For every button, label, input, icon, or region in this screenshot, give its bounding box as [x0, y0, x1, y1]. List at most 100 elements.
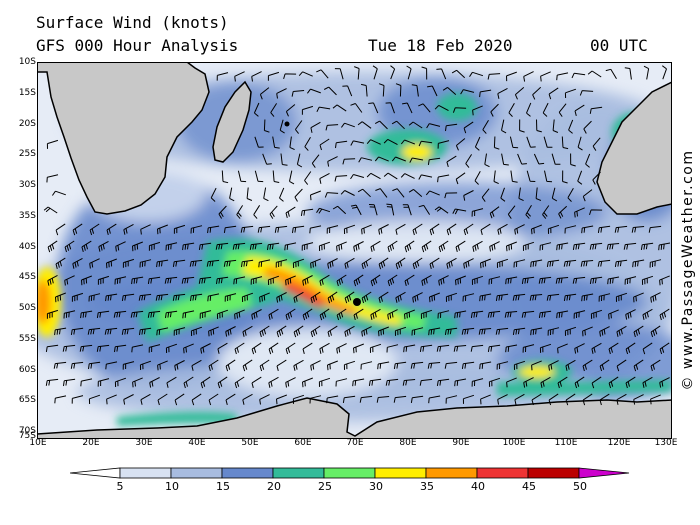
wind-barb [374, 156, 389, 162]
wind-barb [436, 378, 450, 386]
wind-barb [89, 223, 100, 236]
wind-barb [513, 259, 526, 268]
wind-barb [428, 327, 441, 336]
wind-barb [608, 342, 619, 355]
wind-barb [268, 308, 279, 320]
africa-landmass [37, 62, 210, 215]
wind-barb [344, 257, 355, 269]
wind-barb [71, 292, 84, 302]
wind-barb [242, 325, 253, 337]
wind-barb [507, 205, 516, 219]
wind-barb [403, 344, 416, 353]
wind-barb [434, 104, 449, 112]
wind-barb [402, 379, 416, 386]
chart-title: Surface Wind (knots) [36, 13, 229, 32]
wind-barb [571, 72, 586, 79]
credit-watermark: © www.PassageWeather.com [680, 149, 696, 391]
wind-barb [361, 224, 372, 235]
wind-barb [283, 73, 297, 80]
wind-barb [565, 393, 576, 406]
wind-barb [531, 224, 542, 235]
wind-barb [642, 376, 653, 388]
wind-barb [285, 104, 296, 117]
wind-barb [249, 242, 263, 250]
wind-barb [650, 325, 661, 338]
wind-barb [251, 376, 262, 389]
wind-barb [521, 276, 535, 284]
wind-barb [509, 136, 519, 149]
wind-barb [296, 153, 303, 168]
wind-barb [558, 103, 567, 117]
wind-barb [62, 344, 76, 352]
wind-barb [512, 327, 526, 335]
wind-barb [45, 378, 59, 386]
wind-barb [383, 172, 398, 180]
wind-barb [487, 344, 501, 352]
wind-barb [54, 327, 67, 336]
wind-barb [538, 310, 552, 318]
legend-label-30: 30 [369, 480, 383, 493]
wind-barb [506, 377, 517, 388]
wind-barb [514, 224, 525, 235]
wind-barb [395, 223, 406, 235]
wind-barb [497, 87, 508, 99]
wind-barb [70, 327, 84, 335]
wind-barb [408, 121, 423, 129]
wind-barb [463, 258, 474, 269]
wind-barb [267, 275, 280, 286]
wind-barb [217, 342, 228, 354]
wind-barb [263, 119, 270, 133]
wind-barb [497, 394, 508, 405]
wind-barb [156, 259, 169, 268]
wind-barb [332, 104, 347, 112]
wind-barb [608, 309, 619, 320]
wind-barb [574, 207, 585, 218]
lon-label-40e: 40E [188, 438, 206, 448]
wind-barb [250, 276, 263, 285]
wind-barb [276, 325, 287, 338]
wind-barb [523, 71, 534, 82]
wind-barb [294, 120, 303, 134]
wind-barb [279, 187, 285, 202]
wind-barb [174, 393, 185, 406]
wind-barb [426, 123, 441, 129]
wind-barb [577, 136, 583, 151]
wind-barb [344, 325, 355, 337]
wind-barb [106, 394, 117, 405]
wind-barb [574, 104, 585, 117]
wind-barb [557, 376, 568, 389]
wind-barb [354, 66, 360, 80]
wind-barb [429, 257, 440, 270]
wind-barb [412, 257, 423, 270]
map-frame [37, 62, 672, 439]
wind-barb [88, 361, 101, 370]
madagascar-landmass [212, 80, 252, 163]
wind-barb [555, 277, 569, 284]
wind-barb [325, 124, 339, 131]
wind-barb [606, 243, 620, 250]
wind-barb [453, 345, 467, 352]
wind-barb [592, 171, 601, 185]
wind-barb [387, 240, 398, 253]
wind-barb [521, 310, 535, 318]
wind-barb [262, 153, 272, 165]
wind-barb [46, 309, 59, 319]
wind-barb [358, 157, 373, 163]
wind-barb [310, 291, 321, 304]
wind-barb [455, 275, 466, 286]
wind-barb [582, 189, 593, 202]
wind-barb [79, 344, 93, 352]
wind-barb [259, 394, 270, 405]
australia-landmass [596, 81, 672, 215]
wind-barb [409, 157, 424, 163]
wind-barb [496, 361, 509, 370]
wind-barb [55, 223, 66, 236]
wind-barb [342, 85, 353, 97]
wind-barb [132, 241, 143, 252]
wind-speed-legend [70, 467, 630, 479]
wind-barb [387, 309, 398, 320]
wind-barb [418, 204, 431, 215]
wind-barb [285, 275, 296, 286]
wind-barb [526, 136, 536, 148]
wind-barb [444, 327, 458, 335]
